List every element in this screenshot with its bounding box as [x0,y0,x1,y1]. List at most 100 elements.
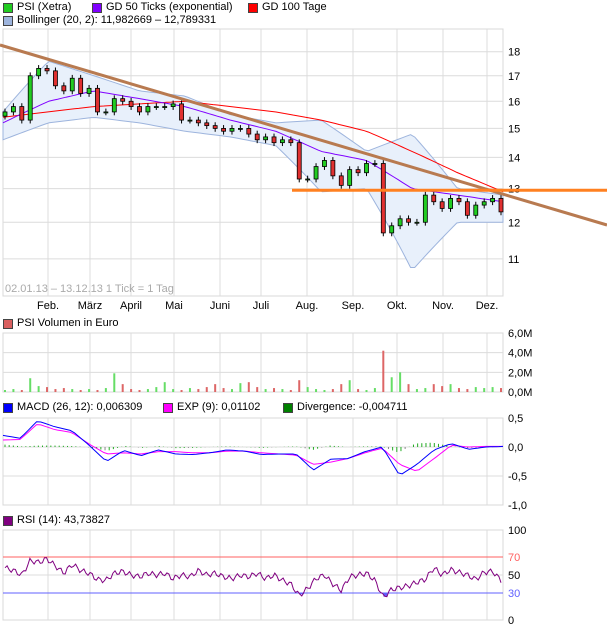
candle [2,111,8,117]
candle [246,128,252,135]
candle [263,136,269,141]
volume-bar [373,388,376,392]
volume-bar [121,384,124,392]
candle [397,218,403,227]
month-tick-label: März [78,300,102,312]
volume-bar [188,388,191,392]
candle [355,169,361,174]
candle [296,142,302,180]
candle [229,128,235,132]
volume-bar [424,388,427,392]
candle [11,106,16,113]
rsi-oversold-fill [383,593,388,597]
candle [288,139,294,144]
candle [414,221,420,224]
rsi-tick-label: 70 [508,552,520,564]
volume-bar [449,384,452,392]
candle [128,100,134,107]
legend-swatch-macd [3,402,13,413]
volume-tick-label: 0,0M [508,387,532,399]
volume-bar [357,389,360,392]
candle [36,68,42,77]
volume-bar [500,388,502,392]
volume-bar [365,390,368,392]
volume-bar [20,390,23,392]
volume-bar [298,380,301,392]
candle [78,77,84,94]
candle [162,106,168,108]
volume-tick-label: 2,0M [508,367,532,379]
volume-bar [264,389,267,392]
volume-bar [348,380,351,392]
candle [86,87,92,94]
candle [364,163,369,174]
candle [212,125,218,129]
volume-bar [197,389,200,392]
candle [221,128,226,132]
candle [422,194,428,223]
volume-bar [466,389,469,392]
candle [347,169,353,186]
price-tick-label: 16 [508,96,520,108]
volume-tick-label: 6,0M [508,328,532,340]
legend-swatch-price [3,2,13,13]
candle [103,111,109,114]
volume-bar [407,384,410,392]
volume-bar [113,373,116,392]
volume-bar [331,389,334,392]
candle [481,201,487,206]
month-tick-label: Juli [253,300,270,312]
volume-bar [289,390,292,392]
volume-bar [172,389,175,392]
volume-bar [382,350,385,392]
legend-volume: PSI Volumen in Euro [3,318,119,329]
legend-price-label: PSI (Xetra) [17,1,72,13]
candle [280,139,285,144]
volume-bar [491,387,494,392]
candle [372,163,378,165]
price-tick-label: 11 [508,254,519,266]
legend-gd50: GD 50 Ticks (exponential) [92,2,233,13]
price-tick-label: 18 [508,47,520,59]
volume-bar [146,389,149,392]
volume-bar [205,387,208,392]
volume-bar [138,390,141,392]
candle [431,194,437,203]
legend-price: PSI (Xetra) [3,2,71,13]
candle [338,175,344,186]
resistance-trendline [0,43,607,227]
candle [61,85,67,92]
volume-bar [130,389,133,392]
candle [254,133,260,141]
rsi-tick-label: 0 [508,615,514,627]
candle [44,68,50,72]
volume-bar [96,390,99,392]
candle [271,136,277,144]
volume-bar [71,389,74,392]
candle [145,106,151,113]
legend-exp: EXP (9): 0,01102 [163,402,260,413]
volume-bar [340,384,343,392]
volume-bar [155,387,158,392]
volume-bar [474,387,477,392]
candle [439,201,445,209]
candle [170,103,176,107]
rsi-line [4,557,502,598]
candle [120,98,126,102]
candle [195,119,201,124]
volume-bar [432,384,435,392]
legend-divergence-label: Divergence: -0,004711 [297,401,408,413]
legend-rsi-label: RSI (14): 43,73827 [17,514,110,526]
month-tick-label: Mai [165,300,183,312]
volume-bar [54,389,57,392]
month-tick-label: Feb. [37,300,59,312]
panel-vol [2,332,504,393]
volume-bar [315,389,318,392]
legend-swatch-divergence [283,402,293,413]
volume-bar [281,389,284,392]
legend-bollinger: Bollinger (20, 2): 11,982669 – 12,789331 [3,15,216,26]
candle [137,106,142,113]
candle [179,103,184,121]
panel-macd [2,417,504,506]
candle [464,201,470,216]
